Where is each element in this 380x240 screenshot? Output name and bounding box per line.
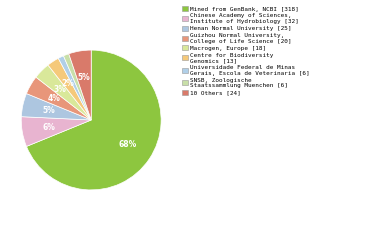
Wedge shape <box>21 94 91 120</box>
Text: 5%: 5% <box>78 73 90 82</box>
Wedge shape <box>48 58 91 120</box>
Text: 68%: 68% <box>118 140 136 149</box>
Text: 5%: 5% <box>43 106 55 115</box>
Wedge shape <box>27 77 91 120</box>
Legend: Mined from GenBank, NCBI [318], Chinese Academy of Sciences,
Institute of Hydrob: Mined from GenBank, NCBI [318], Chinese … <box>182 5 310 96</box>
Wedge shape <box>63 54 91 120</box>
Text: 3%: 3% <box>54 85 67 94</box>
Wedge shape <box>27 50 161 190</box>
Text: 4%: 4% <box>47 94 60 103</box>
Wedge shape <box>21 117 91 146</box>
Wedge shape <box>58 56 91 120</box>
Text: 6%: 6% <box>42 123 55 132</box>
Wedge shape <box>69 50 91 120</box>
Text: 2%: 2% <box>61 79 74 88</box>
Wedge shape <box>36 65 91 120</box>
